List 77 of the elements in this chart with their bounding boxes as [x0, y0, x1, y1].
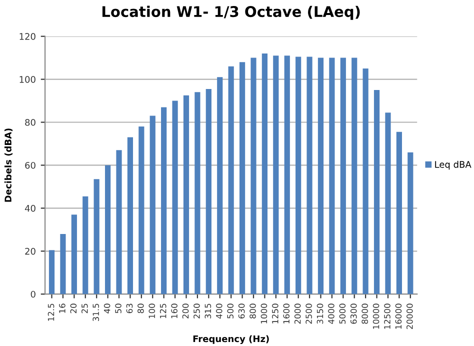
- x-tick-label: 1000: [260, 304, 268, 324]
- y-tick-label: 60: [25, 162, 36, 169]
- bar: [362, 68, 368, 294]
- bar: [104, 165, 111, 294]
- x-tick-label: 400: [216, 304, 222, 319]
- bar: [374, 90, 380, 294]
- bar: [127, 137, 134, 294]
- x-tick-label: 1250: [272, 304, 278, 324]
- y-tick-label: 40: [24, 204, 36, 212]
- y-axis-title: Decibels (dBA): [4, 128, 13, 202]
- x-tick-label: 200: [182, 304, 189, 318]
- bar: [262, 54, 268, 294]
- x-tick-label: 250: [194, 304, 200, 318]
- bar: [228, 66, 234, 294]
- x-tick-label: 315: [204, 304, 212, 318]
- bar: [273, 56, 279, 294]
- bar: [116, 150, 122, 294]
- bar: [396, 132, 402, 294]
- bar: [239, 62, 246, 294]
- x-tick-label: 10000: [372, 304, 380, 329]
- bar: [150, 116, 156, 294]
- x-tick-label: 25: [81, 304, 88, 314]
- chart-title: Location W1- 1/3 Octave (LAeq): [102, 6, 360, 20]
- bar: [183, 95, 190, 294]
- y-tick-label: 120: [20, 33, 36, 40]
- x-tick-label: 40: [104, 304, 110, 314]
- x-tick-label: 5000: [339, 304, 346, 324]
- bar: [306, 56, 312, 294]
- x-tick-label: 12.5: [48, 304, 54, 321]
- bar: [329, 58, 335, 294]
- x-axis-title: Frequency (Hz): [193, 335, 269, 344]
- bar: [138, 126, 144, 294]
- x-tick-label: 630: [238, 304, 245, 318]
- bar: [94, 179, 100, 294]
- bar: [82, 196, 88, 294]
- bar: [217, 77, 223, 294]
- x-tick-label: 80: [138, 304, 144, 314]
- x-tick-label: 20: [70, 304, 77, 314]
- y-tick-label: 0: [30, 290, 36, 298]
- x-tick-label: 125: [160, 304, 166, 318]
- x-tick-label: 50: [115, 304, 122, 314]
- bar: [60, 234, 66, 294]
- x-tick-label: 8000: [362, 304, 368, 324]
- x-tick-label: 12500: [384, 304, 390, 329]
- x-tick-label: 2000: [294, 304, 301, 324]
- y-tick-label: 100: [20, 76, 36, 83]
- x-tick-label: 2500: [306, 304, 312, 324]
- x-tick-label: 160: [171, 304, 178, 318]
- bar: [48, 250, 55, 294]
- x-tick-label: 31.5: [92, 304, 100, 322]
- x-tick-label: 1600: [283, 304, 290, 324]
- bar: [408, 152, 414, 294]
- x-tick-label: 20000: [406, 304, 413, 330]
- bar: [352, 58, 358, 294]
- y-tick-label: 80: [25, 118, 36, 126]
- y-tick-label: 20: [25, 248, 36, 255]
- bar: [71, 214, 77, 294]
- x-tick-label: 800: [250, 304, 256, 318]
- x-tick-label: 100: [148, 304, 156, 318]
- bar: [385, 112, 391, 294]
- bar: [206, 88, 212, 294]
- x-tick-label: 6300: [350, 304, 357, 324]
- bar: [296, 56, 302, 294]
- bar: [161, 107, 167, 294]
- x-tick-label: 4000: [328, 304, 334, 324]
- bar: [318, 58, 324, 294]
- bar: [340, 58, 346, 294]
- x-tick-label: 16000: [395, 304, 402, 329]
- x-tick-label: 3150: [316, 304, 324, 324]
- bar: [284, 56, 290, 294]
- bar: [250, 58, 256, 294]
- legend-label: Leq dBA: [435, 160, 472, 170]
- bar: [172, 100, 178, 294]
- x-tick-label: 63: [126, 304, 133, 314]
- x-tick-label: 16: [59, 304, 66, 313]
- x-tick-label: 500: [227, 304, 234, 318]
- bar: [194, 92, 200, 294]
